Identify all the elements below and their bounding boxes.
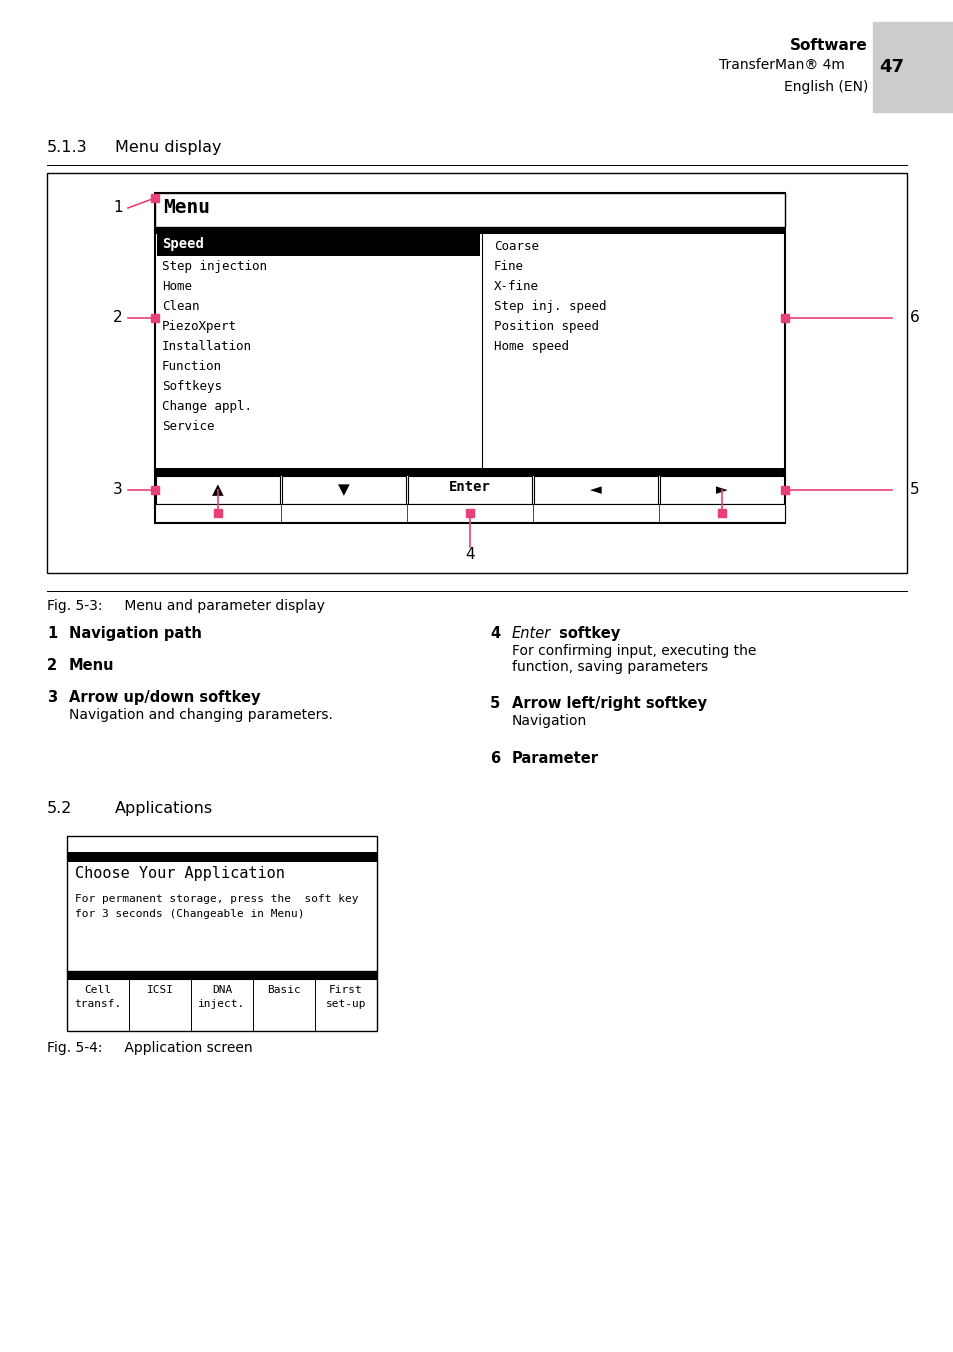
Text: Applications: Applications: [115, 800, 213, 817]
Text: Position speed: Position speed: [494, 320, 598, 333]
Text: Enter: Enter: [512, 626, 551, 641]
Text: 2: 2: [113, 311, 123, 326]
Text: softkey: softkey: [554, 626, 619, 641]
Text: English (EN): English (EN): [782, 80, 867, 95]
Text: Software: Software: [789, 38, 867, 53]
Bar: [213, 508, 222, 516]
Bar: [282, 476, 406, 504]
Bar: [781, 314, 788, 322]
Text: Installation: Installation: [162, 339, 252, 353]
Text: Choose Your Application: Choose Your Application: [75, 867, 285, 882]
Bar: [154, 227, 784, 234]
Text: Cell: Cell: [85, 986, 112, 995]
Text: Function: Function: [162, 360, 222, 373]
Text: ICSI: ICSI: [147, 986, 173, 995]
Text: Menu: Menu: [163, 197, 210, 218]
Text: inject.: inject.: [198, 999, 245, 1009]
Text: X-fine: X-fine: [494, 280, 538, 293]
Text: For permanent storage, press the  soft key: For permanent storage, press the soft ke…: [75, 894, 358, 904]
Bar: [154, 193, 784, 523]
Bar: [47, 173, 906, 573]
Text: DNA: DNA: [212, 986, 232, 995]
Text: for 3 seconds (Changeable in Menu): for 3 seconds (Changeable in Menu): [75, 909, 304, 919]
Text: For confirming input, executing the: For confirming input, executing the: [512, 644, 756, 658]
Bar: [151, 314, 159, 322]
Text: 5: 5: [490, 696, 499, 711]
Text: 4: 4: [465, 548, 475, 562]
Text: 3: 3: [113, 483, 123, 498]
Text: function, saving parameters: function, saving parameters: [512, 660, 707, 675]
Text: ►: ►: [716, 483, 727, 498]
Text: Coarse: Coarse: [494, 241, 538, 253]
Text: Menu: Menu: [69, 658, 114, 673]
Text: Softkeys: Softkeys: [162, 380, 222, 393]
Text: ▼: ▼: [337, 483, 350, 498]
Text: ◄: ◄: [590, 483, 601, 498]
Text: set-up: set-up: [325, 999, 366, 1009]
Text: Navigation: Navigation: [512, 714, 587, 727]
Text: First: First: [329, 986, 362, 995]
Bar: [67, 836, 376, 1032]
Bar: [872, 22, 953, 112]
Bar: [718, 508, 725, 516]
Text: transf.: transf.: [74, 999, 121, 1009]
Text: Speed: Speed: [162, 237, 204, 251]
Text: Fig. 5-3:     Menu and parameter display: Fig. 5-3: Menu and parameter display: [47, 599, 325, 612]
Bar: [465, 508, 474, 516]
Bar: [534, 476, 658, 504]
Text: Home speed: Home speed: [494, 339, 568, 353]
Text: 3: 3: [47, 690, 57, 704]
Text: 5.1.3: 5.1.3: [47, 141, 88, 155]
Bar: [67, 852, 376, 863]
Text: Service: Service: [162, 420, 214, 433]
Text: 5: 5: [909, 483, 919, 498]
Bar: [154, 468, 784, 476]
Text: Enter: Enter: [449, 480, 491, 493]
Text: Step injection: Step injection: [162, 260, 267, 273]
Bar: [151, 485, 159, 493]
Text: Basic: Basic: [267, 986, 300, 995]
Bar: [156, 476, 280, 504]
Text: 2: 2: [47, 658, 57, 673]
Text: 4: 4: [490, 626, 499, 641]
Bar: [408, 476, 532, 504]
Text: Fig. 5-4:     Application screen: Fig. 5-4: Application screen: [47, 1041, 253, 1055]
Text: Home: Home: [162, 280, 192, 293]
Bar: [659, 476, 783, 504]
Bar: [151, 193, 159, 201]
Text: Menu display: Menu display: [115, 141, 221, 155]
Text: 6: 6: [909, 311, 919, 326]
Text: 1: 1: [47, 626, 57, 641]
Bar: [67, 971, 376, 979]
Text: ▲: ▲: [212, 483, 224, 498]
Text: Arrow left/right softkey: Arrow left/right softkey: [512, 696, 706, 711]
Text: PiezoXpert: PiezoXpert: [162, 320, 236, 333]
Text: TransferMan® 4m: TransferMan® 4m: [719, 58, 844, 72]
Text: Clean: Clean: [162, 300, 199, 314]
Text: Navigation and changing parameters.: Navigation and changing parameters.: [69, 708, 333, 722]
Bar: [154, 193, 784, 227]
Text: Navigation path: Navigation path: [69, 626, 202, 641]
Text: Step inj. speed: Step inj. speed: [494, 300, 606, 314]
Text: Parameter: Parameter: [512, 750, 598, 767]
Text: 6: 6: [490, 750, 499, 767]
Text: 1: 1: [113, 200, 123, 215]
Text: Fine: Fine: [494, 260, 523, 273]
Text: Arrow up/down softkey: Arrow up/down softkey: [69, 690, 260, 704]
Bar: [154, 504, 784, 522]
Text: ▶: ▶: [462, 238, 471, 251]
Text: Change appl.: Change appl.: [162, 400, 252, 412]
Bar: [781, 485, 788, 493]
Text: 47: 47: [879, 58, 903, 76]
Bar: [157, 234, 479, 256]
Text: 5.2: 5.2: [47, 800, 72, 817]
